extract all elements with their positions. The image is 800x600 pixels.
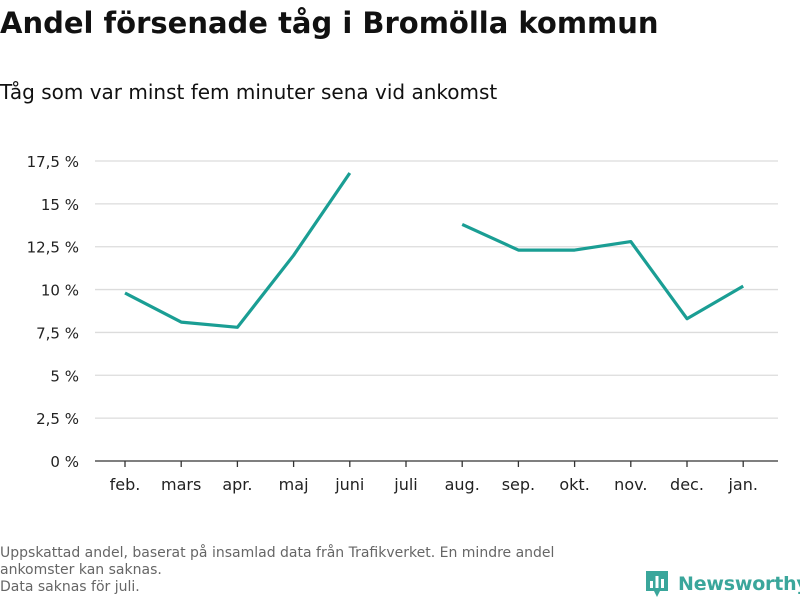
y-tick-label: 0 % (50, 453, 79, 471)
x-tick-label: maj (279, 475, 309, 494)
footnote-line: Data saknas för juli. (0, 579, 140, 595)
series-line-segment (461, 222, 745, 321)
x-tick-label: aug. (445, 475, 480, 494)
footnote-line: Uppskattad andel, baserat på insamlad da… (0, 545, 555, 561)
x-tick-label: feb. (110, 475, 141, 494)
newsworthy-logo-icon (646, 571, 668, 597)
footnote-line: ankomster kan saknas. (0, 562, 162, 578)
series-lines (124, 172, 745, 329)
x-axis: feb. mars apr. maj juni juli aug. sep. okt. nov. d… (95, 460, 778, 494)
x-tick-label: okt. (559, 475, 589, 494)
line-chart: 0 % 2,5 % 5 % 7,5 % 10 % 12,5 % 15 % 17,5 % feb… (27, 153, 778, 494)
gridlines (95, 160, 778, 419)
x-tick-label: dec. (670, 475, 704, 494)
x-tick-label: sep. (502, 475, 535, 494)
series-line-segment (124, 172, 352, 329)
x-tick-label: juni (334, 475, 364, 494)
y-tick-label: 7,5 % (36, 324, 79, 342)
y-tick-label: 10 % (41, 282, 79, 300)
chart-subtitle: Tåg som var minst fem minuter sena vid a… (0, 80, 498, 104)
y-axis-tick-labels: 0 % 2,5 % 5 % 7,5 % 10 % 12,5 % 15 % 17,5 % (27, 153, 79, 471)
brand-name: Newsworthy (678, 573, 800, 595)
y-tick-label: 17,5 % (27, 153, 79, 171)
x-tick-label: jan. (727, 475, 757, 494)
x-tick-label: apr. (222, 475, 252, 494)
brand-logo: Newsworthy (644, 569, 800, 599)
chart-title: Andel försenade tåg i Bromölla kommun (0, 6, 659, 40)
y-tick-label: 5 % (50, 367, 79, 385)
y-tick-label: 12,5 % (27, 239, 79, 257)
x-tick-label: nov. (614, 475, 647, 494)
y-tick-label: 2,5 % (36, 410, 79, 428)
x-tick-label: mars (161, 475, 201, 494)
x-tick-label: juli (393, 475, 417, 494)
y-tick-label: 15 % (41, 196, 79, 214)
footnote: Uppskattad andel, baserat på insamlad da… (0, 545, 630, 596)
